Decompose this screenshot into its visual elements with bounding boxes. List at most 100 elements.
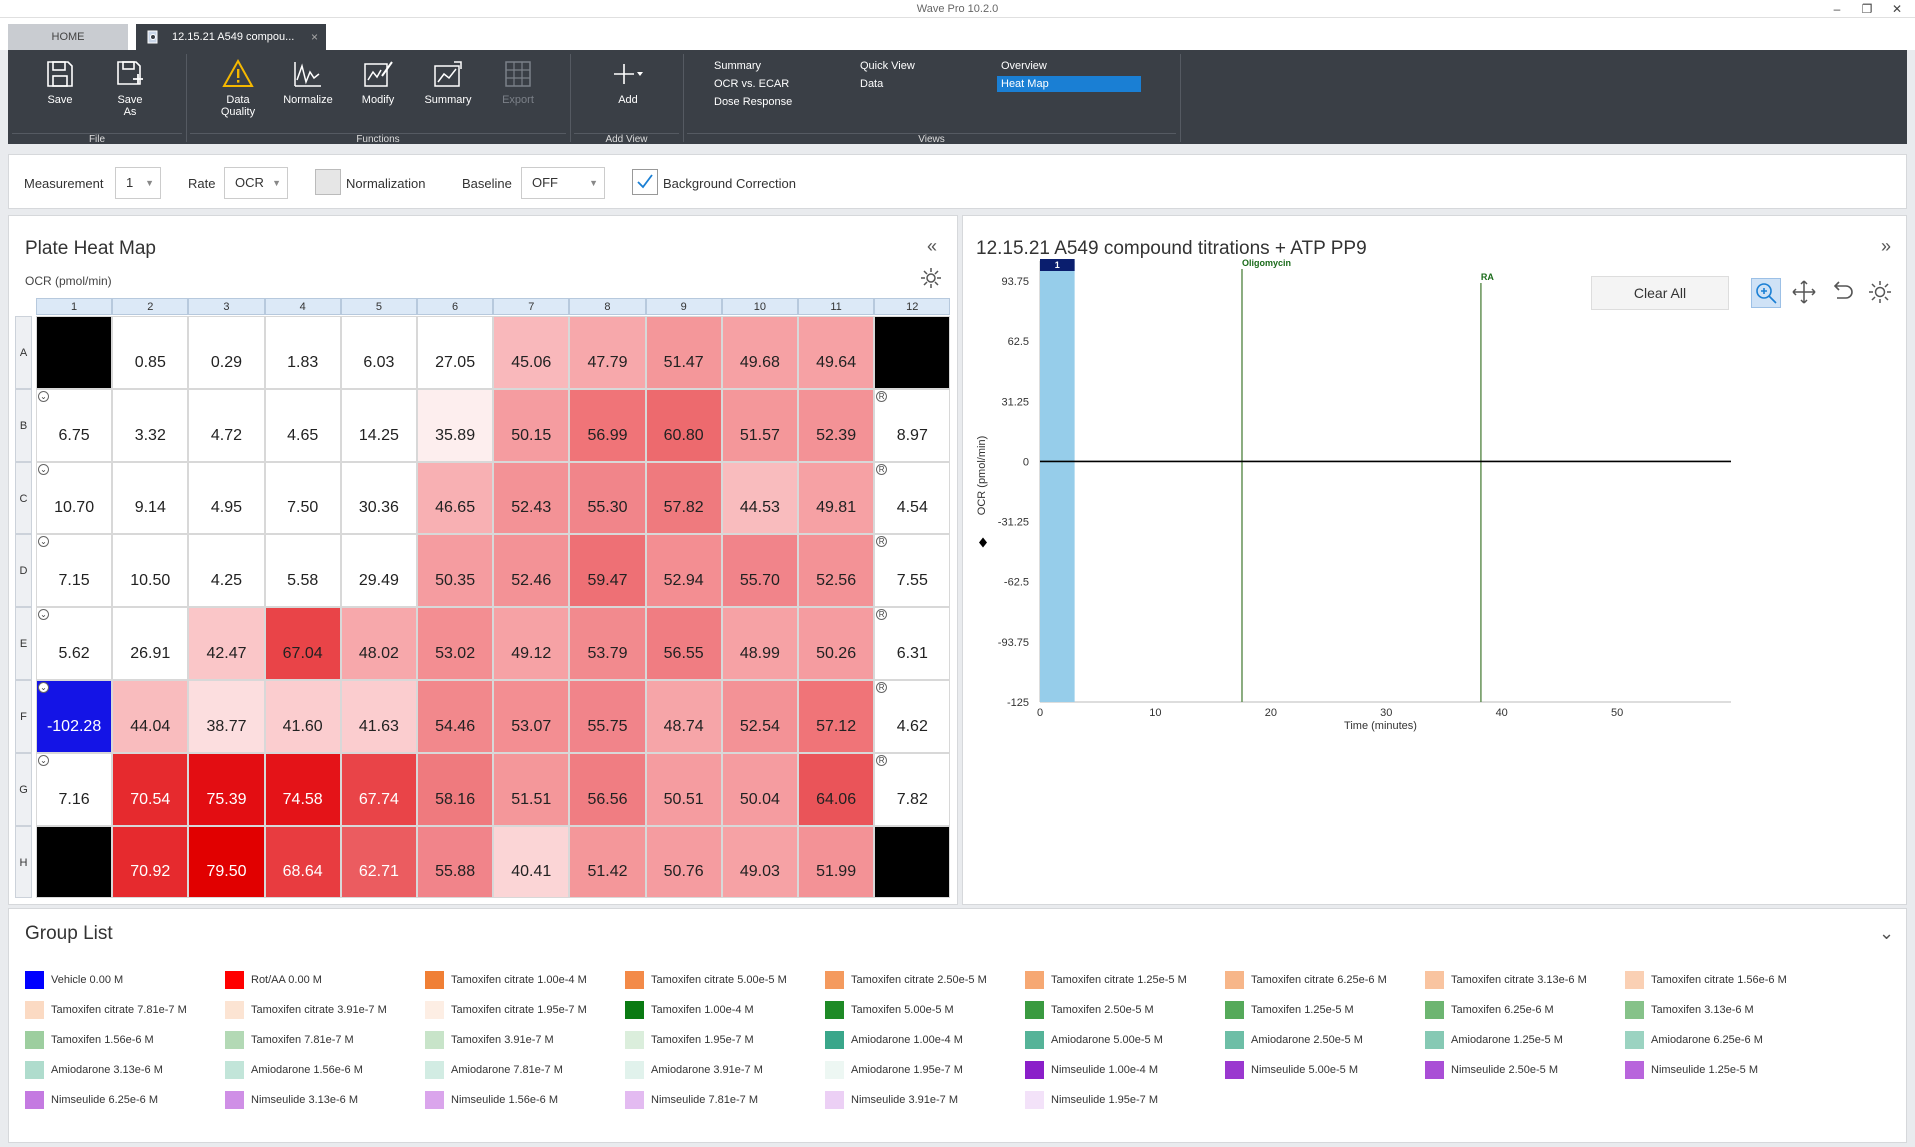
heatmap-well[interactable]: 48.99 [721,607,798,680]
heatmap-well[interactable]: 52.43 [493,461,570,535]
group-item[interactable]: Nimseulide 2.50e-5 M [1425,1061,1558,1079]
heatmap-well[interactable]: 49.12 [493,607,570,680]
heatmap-well[interactable]: 55.30 [569,461,646,535]
chart-settings-gear-icon[interactable] [1865,278,1895,308]
heatmap-well[interactable]: 38.77 [188,680,265,753]
heatmap-well[interactable]: R 6.31 [874,607,951,680]
heatmap-well[interactable]: 42.47 [188,607,265,680]
save-as-button[interactable]: Save As [100,56,160,128]
heatmap-well[interactable]: 30.36 [340,461,417,535]
heatmap-well[interactable]: 55.88 [417,825,494,899]
baseline-select[interactable]: OFF ▼ [521,167,605,199]
group-item[interactable]: Amiodarone 3.13e-6 M [25,1061,163,1079]
group-item[interactable]: Rot/AA 0.00 M [225,971,322,989]
heatmap-well[interactable] [874,825,951,899]
heatmap-well[interactable]: ⌄ -102.28 [36,680,113,753]
column-header[interactable]: 12 [874,298,951,315]
summary-button[interactable]: Summary [418,56,478,128]
heatmap-well[interactable]: ⌄ 7.16 [36,752,113,826]
heatmap-well[interactable]: 59.47 [569,534,646,608]
heatmap-well[interactable]: 53.79 [569,607,646,680]
heatmap-well[interactable]: R 7.55 [874,534,951,608]
column-header[interactable]: 5 [340,298,417,315]
restore-button[interactable]: ❐ [1861,2,1873,16]
heatmap-well[interactable]: 51.57 [721,388,798,462]
group-item[interactable]: Tamoxifen 3.91e-7 M [425,1031,554,1049]
row-header[interactable]: D [15,534,32,608]
row-header[interactable]: H [15,825,32,899]
heatmap-well[interactable]: 57.82 [645,461,722,535]
column-header[interactable]: 3 [188,298,265,315]
group-item[interactable]: Tamoxifen citrate 6.25e-6 M [1225,971,1387,989]
row-header[interactable]: F [15,680,32,753]
rate-select[interactable]: OCR ▼ [224,167,288,199]
save-button[interactable]: Save [30,56,90,128]
background-correction-checkbox[interactable] [632,169,658,195]
heatmap-well[interactable]: 52.39 [798,388,875,462]
heatmap-well[interactable]: 3.32 [112,388,189,462]
column-header[interactable]: 4 [264,298,341,315]
column-header[interactable]: 1 [36,298,113,315]
heatmap-well[interactable]: 49.03 [721,825,798,899]
heatmap-well[interactable]: 48.74 [645,680,722,753]
heatmap-well[interactable]: 56.99 [569,388,646,462]
heatmap-well[interactable]: 74.58 [264,752,341,826]
heatmap-well[interactable]: 60.80 [645,388,722,462]
collapse-chevron-icon[interactable]: ⌄ [1879,923,1895,943]
heatmap-well[interactable]: ⌄ 5.62 [36,607,113,680]
heatmap-well[interactable]: 51.51 [493,752,570,826]
row-header[interactable]: C [15,461,32,535]
heatmap-well[interactable]: 50.26 [798,607,875,680]
minimize-button[interactable]: – [1833,2,1841,16]
group-item[interactable]: Amiodarone 7.81e-7 M [425,1061,563,1079]
heatmap-well[interactable]: 50.35 [417,534,494,608]
heatmap-well[interactable]: 0.85 [112,316,189,389]
clear-all-button[interactable]: Clear All [1591,276,1729,310]
normalization-checkbox[interactable] [315,169,341,195]
column-header[interactable]: 10 [721,298,798,315]
heatmap-well[interactable]: 75.39 [188,752,265,826]
heatmap-well[interactable]: R 4.54 [874,461,951,535]
view-quick-view[interactable]: Quick View [860,60,915,72]
heatmap-well[interactable]: 67.74 [340,752,417,826]
group-item[interactable]: Amiodarone 3.91e-7 M [625,1061,763,1079]
gear-icon[interactable] [919,266,943,290]
group-item[interactable]: Nimseulide 7.81e-7 M [625,1091,758,1109]
heatmap-well[interactable]: 4.95 [188,461,265,535]
group-item[interactable]: Tamoxifen 7.81e-7 M [225,1031,354,1049]
heatmap-well[interactable]: 4.72 [188,388,265,462]
view-summary[interactable]: Summary [714,60,762,72]
heatmap-well[interactable]: 64.06 [798,752,875,826]
heatmap-well[interactable]: 62.71 [340,825,417,899]
heatmap-well[interactable]: 10.50 [112,534,189,608]
data-quality-button[interactable]: Data Quality [208,56,268,128]
column-header[interactable]: 9 [645,298,722,315]
normalize-button[interactable]: Normalize [278,56,338,128]
group-item[interactable]: Amiodarone 1.00e-4 M [825,1031,963,1049]
heatmap-well[interactable]: 14.25 [340,388,417,462]
heatmap-well[interactable]: 49.81 [798,461,875,535]
view-ocr-vs-ecar[interactable]: OCR vs. ECAR [714,78,790,90]
heatmap-well[interactable]: 40.41 [493,825,570,899]
heatmap-well[interactable]: 70.92 [112,825,189,899]
column-header[interactable]: 7 [493,298,570,315]
view-data[interactable]: Data [860,78,884,90]
heatmap-well[interactable]: ⌄ 6.75 [36,388,113,462]
heatmap-well[interactable]: 44.53 [721,461,798,535]
heatmap-well[interactable]: 50.51 [645,752,722,826]
heatmap-well[interactable]: 41.63 [340,680,417,753]
heatmap-well[interactable]: 52.56 [798,534,875,608]
heatmap-well[interactable]: ⌄ 10.70 [36,461,113,535]
tab-home[interactable]: HOME [8,24,128,50]
heatmap-well[interactable]: 46.65 [417,461,494,535]
group-item[interactable]: Tamoxifen citrate 1.95e-7 M [425,1001,587,1019]
heatmap-well[interactable]: 44.04 [112,680,189,753]
row-header[interactable]: B [15,388,32,462]
heatmap-well[interactable]: 49.68 [721,316,798,389]
heatmap-well[interactable]: 51.99 [798,825,875,899]
heatmap-well[interactable]: 48.02 [340,607,417,680]
group-item[interactable]: Tamoxifen citrate 1.25e-5 M [1025,971,1187,989]
heatmap-well[interactable]: 4.65 [264,388,341,462]
add-view-button[interactable]: Add [598,56,658,128]
group-item[interactable]: Tamoxifen 5.00e-5 M [825,1001,954,1019]
